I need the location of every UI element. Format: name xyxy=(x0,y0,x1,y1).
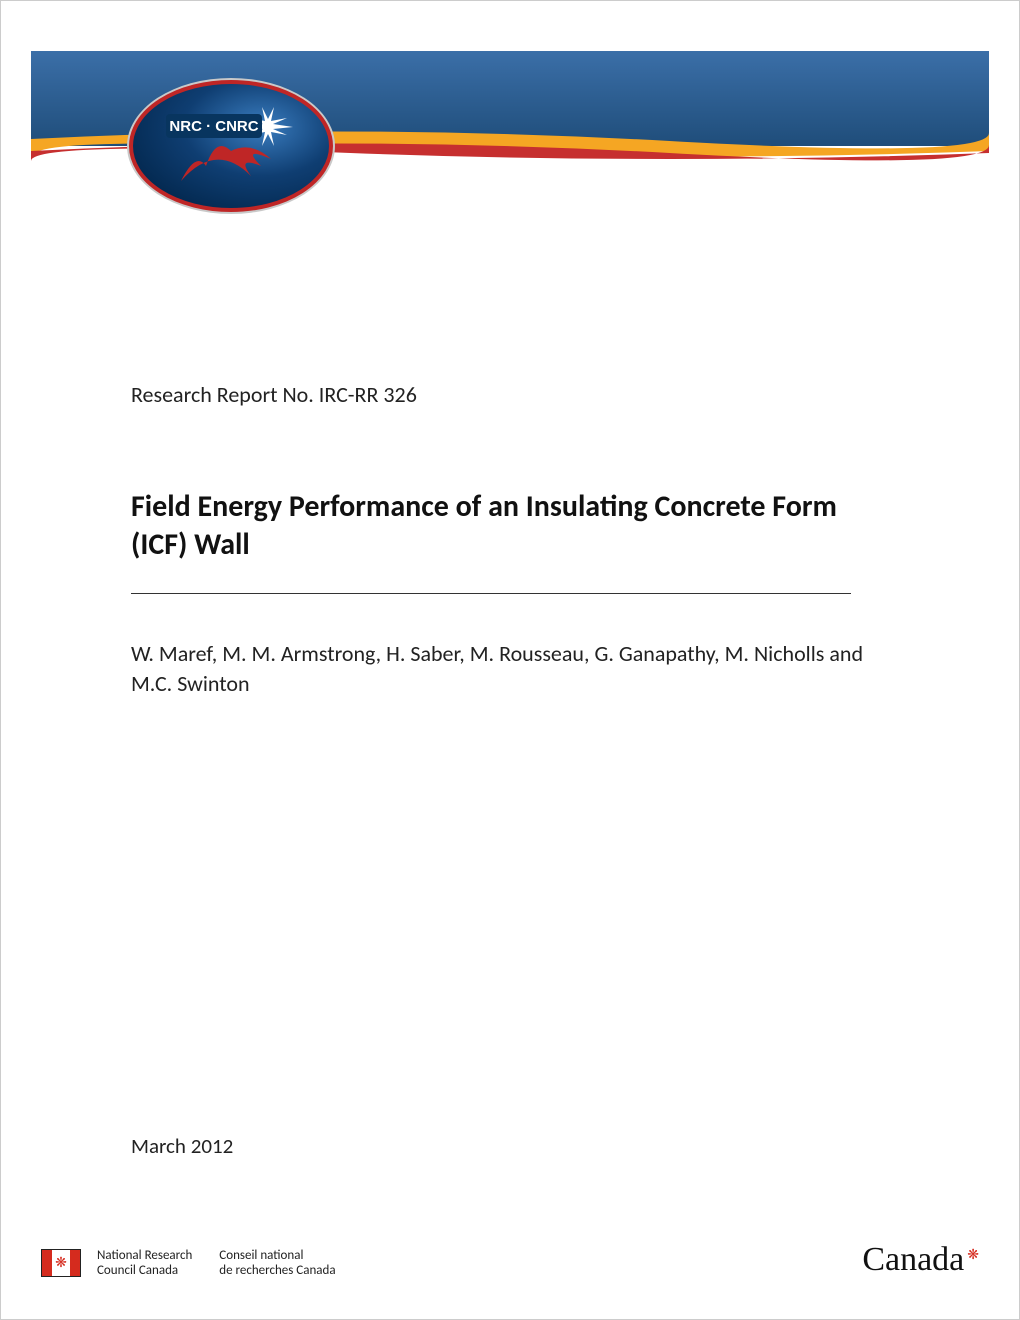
canada-flag-icon: ❋ xyxy=(41,1249,81,1277)
publication-date: March 2012 xyxy=(131,1133,233,1159)
document-title: Field Energy Performance of an Insulatin… xyxy=(131,488,889,563)
content-area: Research Report No. IRC-RR 326 Field Ene… xyxy=(131,381,889,698)
wordmark-flag-icon: ❋ xyxy=(967,1247,979,1264)
agency-en-l2: Council Canada xyxy=(97,1263,192,1279)
report-number: Research Report No. IRC-RR 326 xyxy=(131,381,889,408)
header-banner: NRC · CNRC xyxy=(31,31,989,231)
footer-agency: ❋ National Research Council Canada Conse… xyxy=(41,1248,360,1279)
logo-text: NRC · CNRC xyxy=(169,118,258,135)
agency-fr-l2: de recherches Canada xyxy=(219,1263,335,1279)
agency-en-l1: National Research xyxy=(97,1248,192,1264)
canada-wordmark: Canada❋ xyxy=(862,1241,979,1279)
agency-text: National Research Council Canada Conseil… xyxy=(97,1248,360,1279)
wordmark-text: Canada xyxy=(862,1241,964,1279)
agency-fr-l1: Conseil national xyxy=(219,1248,335,1264)
authors: W. Maref, M. M. Armstrong, H. Saber, M. … xyxy=(131,639,889,698)
title-rule xyxy=(131,593,851,594)
nrc-logo: NRC · CNRC xyxy=(121,71,341,221)
